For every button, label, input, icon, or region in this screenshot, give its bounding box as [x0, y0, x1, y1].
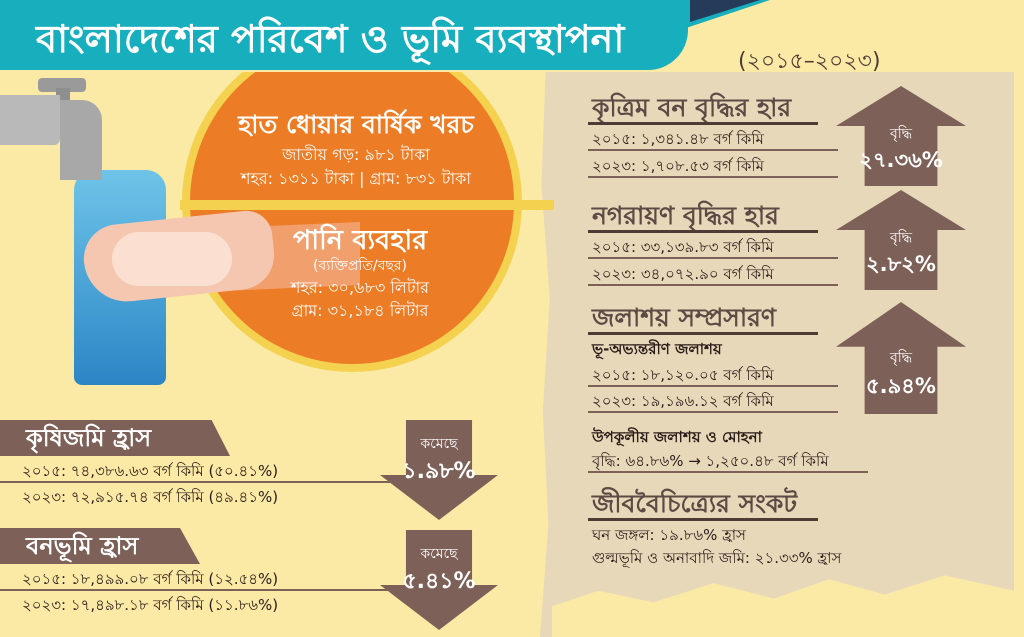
biodiversity-underline — [588, 518, 818, 521]
urban-divider — [588, 257, 838, 259]
artificial-forest-divider-2 — [588, 176, 838, 178]
artificial-forest-row-2015: ২০১৫: ১,৩৪১.৪৮ বর্গ কিমি — [592, 130, 764, 148]
handwash-national: জাতীয় গড়: ৯৮১ টাকা — [282, 145, 430, 164]
urban-underline — [588, 230, 818, 233]
urban-title: নগরায়ণ বৃদ্ধির হার — [592, 201, 779, 230]
waterbody-title: জলাশয় সম্প্রসারণ — [592, 303, 776, 332]
waterbody-coastal-growth: বৃদ্ধি: ৬৪.৮৬% → ১,২৫০.৪৮ বর্গ কিমি — [592, 452, 829, 470]
forest-loss-arrow-value: ৫.৪১% — [402, 569, 476, 594]
agri-arrow-label: কমেছে — [420, 436, 458, 452]
urban-arrow-label: বৃদ্ধি — [889, 230, 913, 246]
urban-row-2023: ২০২৩: ৩৪,০৭২.৯০ বর্গ কিমি — [592, 265, 774, 283]
water-tap-icon — [0, 95, 60, 145]
biodiversity-shrub: গুল্মভূমি ও অনাবাদি জমি: ২১.৩৩% হ্রাস — [592, 549, 842, 567]
handwash-circle — [180, 72, 554, 372]
waterbody-row-2015: ২০১৫: ১৮,১২০.০৫ বর্গ কিমি — [592, 366, 774, 384]
waterbody-coastal-label: উপকূলীয় জলাশয় ও মোহনা — [592, 428, 762, 446]
tap-handle — [38, 78, 86, 92]
agri-row-2023: ২০২৩: ৭২,৯১৫.৭৪ বর্গ কিমি (৪৯.৪১%) — [22, 488, 279, 506]
artificial-forest-arrow-label: বৃদ্ধি — [889, 126, 913, 142]
biodiversity-dense-forest: ঘন জঙ্গল: ১৯.৮৬% হ্রাস — [592, 526, 746, 544]
urban-row-2015: ২০১৫: ৩৩,১৩৯.৮৩ বর্গ কিমি — [592, 238, 774, 256]
forest-loss-row-2023: ২০২৩: ১৭,৪৯৮.১৮ বর্গ কিমি (১১.৮৬%) — [22, 596, 279, 614]
biodiversity-title: জীববৈচিত্র্যের সংকট — [592, 489, 797, 518]
waterbody-underline — [588, 332, 818, 335]
water-use-village: গ্রাম: ৩১,১৮৪ লিটার — [291, 301, 429, 320]
agri-title-bar: কৃষিজমি হ্রাস — [0, 420, 230, 456]
urban-arrow-value: ২.৮২% — [866, 252, 936, 276]
forest-loss-arrow-label: কমেছে — [420, 546, 458, 562]
header-corner-dark — [690, 0, 760, 22]
water-use-title: পানি ব্যবহার — [292, 225, 428, 256]
agri-row-2015: ২০১৫: ৭৪,৩৮৬.৬৩ বর্গ কিমি (৫০.৪১%) — [22, 462, 279, 480]
forest-loss-divider — [0, 589, 390, 591]
artificial-forest-row-2023: ২০২৩: ১,৭০৮.৫৩ বর্গ কিমি — [592, 157, 764, 175]
waterbody-row-2023: ২০২৩: ১৯,১৯৬.১২ বর্গ কিমি — [592, 392, 774, 410]
waterbody-divider-2 — [588, 411, 838, 413]
water-use-city: শহর: ৩০,৬৮৩ লিটার — [291, 278, 429, 297]
circle-divider — [180, 200, 554, 210]
handwash-city-village: শহর: ১৩১১ টাকা | গ্রাম: ৮৩১ টাকা — [241, 169, 471, 188]
artificial-forest-divider — [588, 149, 838, 151]
waterbody-coastal-divider — [588, 471, 868, 473]
title-banner — [0, 0, 688, 70]
forest-loss-title-bar: বনভূমি হ্রাস — [0, 528, 200, 564]
forest-loss-row-2015: ২০১৫: ১৮,৪৯৯.০৮ বর্গ কিমি (১২.৫৪%) — [22, 570, 279, 588]
page-title: বাংলাদেশের পরিবেশ ও ভূমি ব্যবস্থাপনা — [36, 17, 625, 61]
agri-arrow-value: ১.৯৮% — [402, 459, 476, 484]
waterbody-inland-label: ভূ-অভ্যন্তরীণ জলাশয় — [592, 340, 722, 358]
tap-spout — [60, 100, 102, 180]
artificial-forest-arrow-value: ২৭.৩৬% — [859, 148, 943, 172]
agri-divider — [0, 481, 390, 483]
urban-divider-2 — [588, 284, 838, 286]
handwash-title: হাত ধোয়ার বার্ষিক খরচ — [238, 110, 474, 139]
waterbody-arrow-label: বৃদ্ধি — [889, 350, 913, 366]
soap-foam — [112, 232, 232, 286]
artificial-forest-underline — [588, 122, 818, 125]
artificial-forest-title: কৃত্রিম বন বৃদ্ধির হার — [592, 93, 792, 122]
waterbody-divider — [588, 385, 838, 387]
water-use-sub: (ব্যক্তিপ্রতি/বছর) — [312, 258, 408, 274]
waterbody-arrow-value: ৫.৯৪% — [866, 374, 936, 398]
year-range: (২০১৫–২০২৩) — [738, 49, 881, 74]
